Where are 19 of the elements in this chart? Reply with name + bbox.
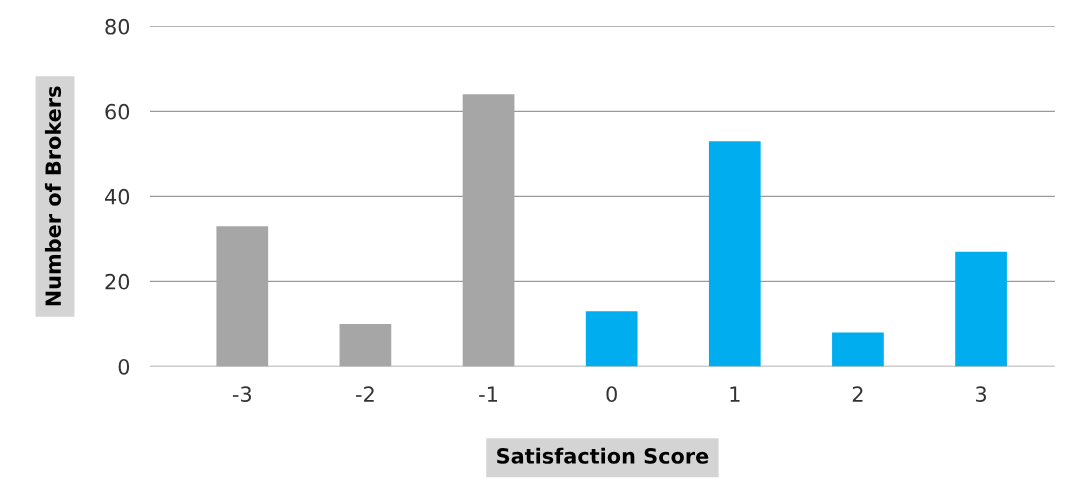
x-tick-label: 1 xyxy=(730,386,740,402)
x-tick-label: 0 xyxy=(606,386,617,403)
bar xyxy=(708,141,761,367)
y-tick-label: 40 xyxy=(105,188,130,205)
bar xyxy=(585,311,638,367)
x-axis-title: Satisfaction Score xyxy=(497,447,709,464)
y-axis-title: Number of Brokers xyxy=(44,86,62,306)
bar xyxy=(832,332,884,367)
y-tick-label: 20 xyxy=(105,273,130,290)
x-tick-label: -1 xyxy=(479,386,498,402)
x-tick-label: 2 xyxy=(852,386,863,402)
x-tick-label: 3 xyxy=(976,386,987,403)
bar xyxy=(955,251,1007,367)
x-tick-label: -2 xyxy=(356,386,374,402)
bar xyxy=(339,323,392,367)
y-tick-label: 80 xyxy=(105,18,130,35)
x-tick-label: -3 xyxy=(232,386,251,403)
y-tick-label: 0 xyxy=(118,358,130,375)
y-tick-label: 60 xyxy=(105,103,130,120)
